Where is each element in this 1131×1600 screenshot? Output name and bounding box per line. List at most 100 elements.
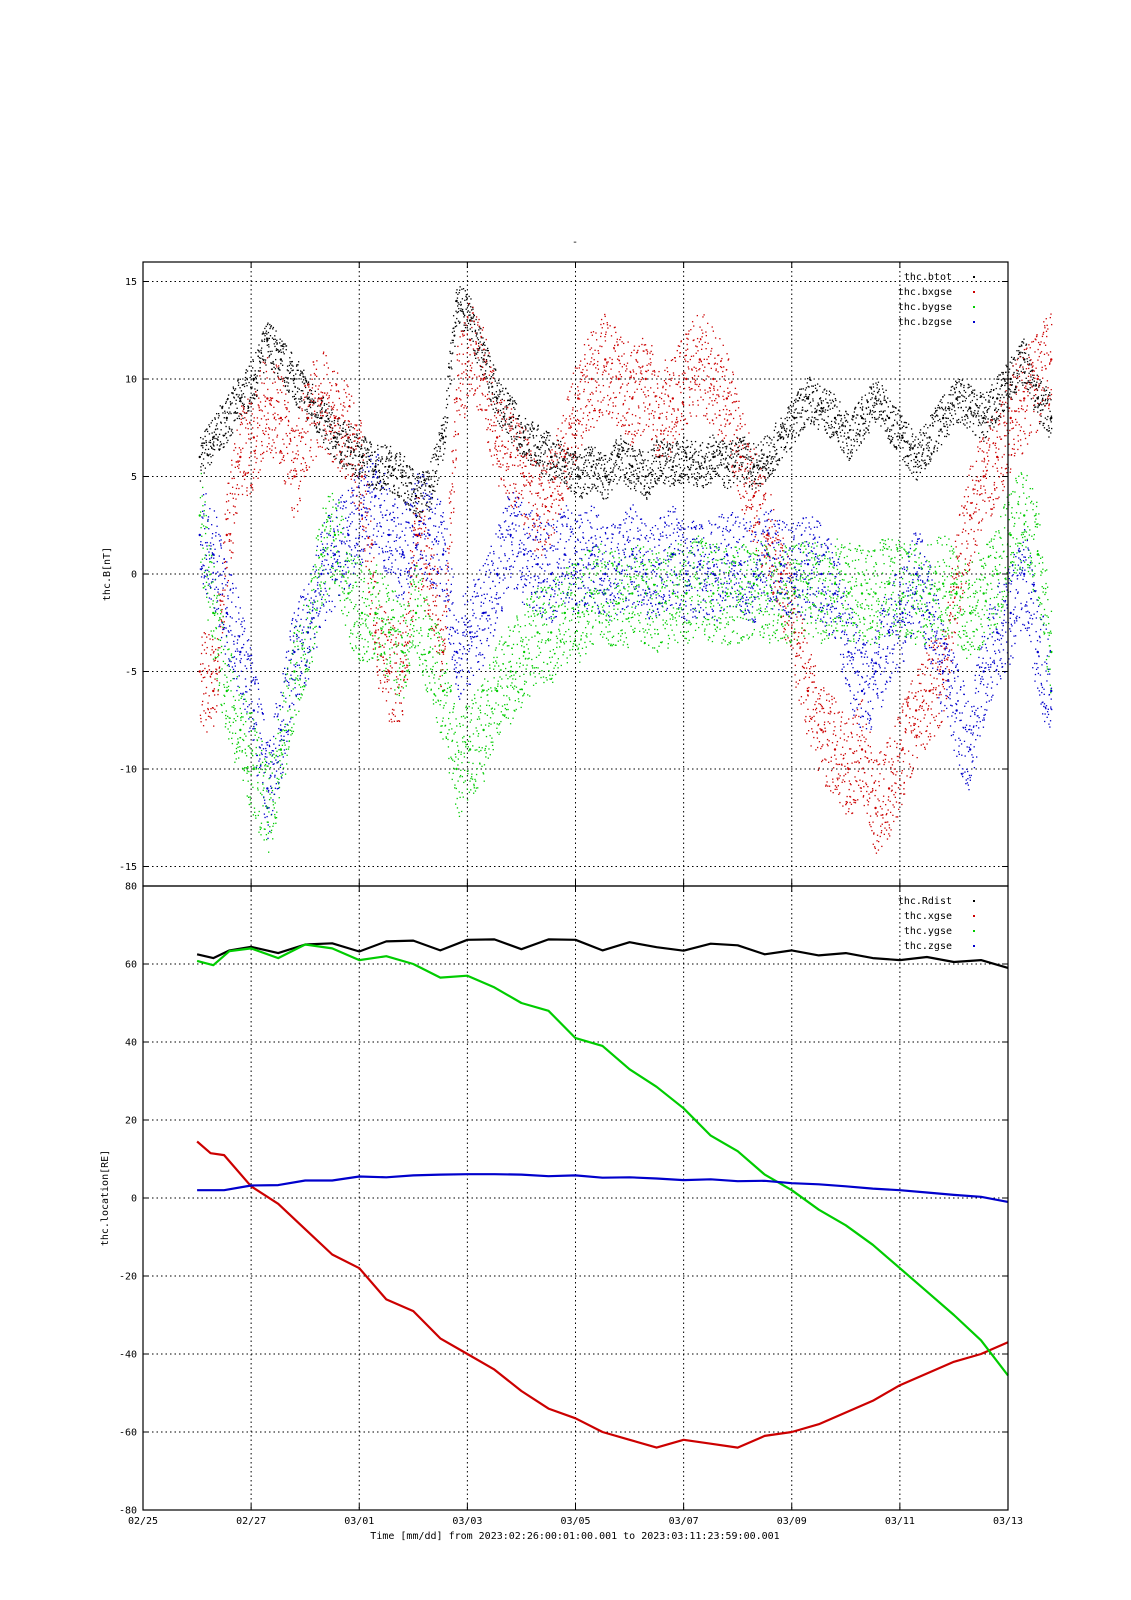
scatter-dot — [244, 412, 246, 414]
scatter-dot — [925, 444, 928, 446]
scatter-dot — [343, 442, 345, 444]
scatter-dot — [903, 457, 905, 459]
scatter-dot — [268, 442, 270, 445]
scatter-dot — [714, 455, 716, 457]
scatter-dot — [277, 400, 279, 403]
scatter-dot — [785, 434, 787, 436]
scatter-dot — [549, 462, 551, 464]
scatter-dot — [555, 466, 557, 468]
scatter-dot — [990, 388, 992, 391]
scatter-dot — [568, 454, 570, 456]
scatter-dot — [774, 469, 776, 471]
scatter-dot — [407, 641, 409, 644]
scatter-dot — [567, 452, 569, 454]
scatter-dot — [270, 404, 273, 406]
scatter-dot — [984, 436, 986, 439]
scatter-dot — [509, 400, 511, 402]
scatter-dot — [932, 418, 935, 420]
scatter-dot — [294, 385, 296, 388]
scatter-dot — [760, 460, 762, 462]
scatter-dot — [477, 342, 480, 345]
scatter-dot — [709, 436, 711, 438]
scatter-dot — [422, 586, 424, 588]
scatter-dot — [680, 482, 682, 485]
scatter-dot — [416, 562, 418, 564]
scatter-dot — [349, 439, 352, 441]
scatter-dot — [643, 485, 646, 487]
scatter-dot — [299, 401, 301, 403]
data-point — [198, 670, 201, 673]
scatter-dot — [499, 425, 501, 427]
scatter-dot — [230, 471, 232, 473]
scatter-dot — [652, 486, 655, 488]
scatter-dot — [537, 428, 539, 430]
scatter-dot — [311, 387, 314, 389]
scatter-dot — [1039, 382, 1042, 384]
scatter-dot — [696, 478, 698, 480]
scatter-dot — [825, 398, 827, 400]
scatter-dot — [887, 406, 890, 408]
scatter-dot — [384, 466, 387, 468]
scatter-dot — [657, 467, 660, 469]
scatter-dot — [619, 469, 622, 471]
scatter-dot — [472, 308, 474, 310]
scatter-dot — [748, 456, 750, 458]
scatter-dot — [284, 416, 286, 419]
scatter-dot — [800, 412, 802, 414]
scatter-dot — [651, 455, 654, 457]
scatter-dot — [199, 714, 202, 716]
scatter-dot — [225, 501, 228, 503]
scatter-dot — [362, 506, 365, 508]
scatter-dot — [874, 421, 877, 423]
scatter-dot — [228, 539, 231, 541]
scatter-dot — [813, 420, 815, 423]
scatter-dot — [957, 403, 959, 405]
scatter-dot — [422, 471, 425, 474]
scatter-dot — [869, 421, 871, 423]
scatter-dot — [204, 641, 206, 644]
scatter-dot — [560, 444, 562, 446]
scatter-dot — [564, 458, 566, 460]
scatter-dot — [289, 437, 291, 440]
scatter-dot — [634, 449, 636, 452]
scatter-dot — [559, 468, 561, 470]
scatter-dot — [692, 464, 694, 467]
scatter-dot — [388, 629, 390, 631]
scatter-dot — [716, 450, 718, 452]
scatter-dot — [318, 421, 321, 423]
scatter-dot — [923, 462, 926, 464]
scatter-dot — [494, 396, 496, 398]
scatter-dot — [227, 579, 229, 582]
scatter-dot — [323, 424, 325, 427]
scatter-dot — [410, 583, 413, 586]
scatter-dot — [1028, 363, 1031, 365]
scatter-dot — [735, 459, 737, 462]
scatter-dot — [812, 398, 814, 400]
scatter-dot — [669, 460, 671, 462]
scatter-dot — [1009, 393, 1011, 395]
scatter-dot — [677, 448, 679, 450]
scatter-dot — [1044, 399, 1046, 402]
scatter-dot — [279, 389, 282, 391]
scatter-dot — [331, 412, 333, 414]
scatter-dot — [977, 412, 979, 415]
scatter-dot — [349, 463, 351, 466]
scatter-dot — [416, 497, 418, 499]
scatter-dot — [239, 399, 242, 402]
scatter-dot — [202, 445, 204, 447]
scatter-dot — [387, 618, 389, 621]
scatter-dot — [344, 428, 347, 431]
scatter-dot — [520, 421, 522, 424]
scatter-dot — [590, 469, 592, 472]
scatter-dot — [617, 444, 619, 446]
scatter-dot — [978, 407, 980, 409]
scatter-dot — [201, 644, 204, 646]
scatter-dot — [402, 662, 405, 664]
scatter-dot — [1045, 386, 1047, 388]
scatter-dot — [422, 483, 424, 486]
scatter-dot — [598, 474, 600, 476]
scatter-dot — [1051, 427, 1053, 430]
scatter-dot — [952, 405, 954, 407]
scatter-dot — [258, 397, 260, 399]
scatter-dot — [493, 403, 496, 405]
